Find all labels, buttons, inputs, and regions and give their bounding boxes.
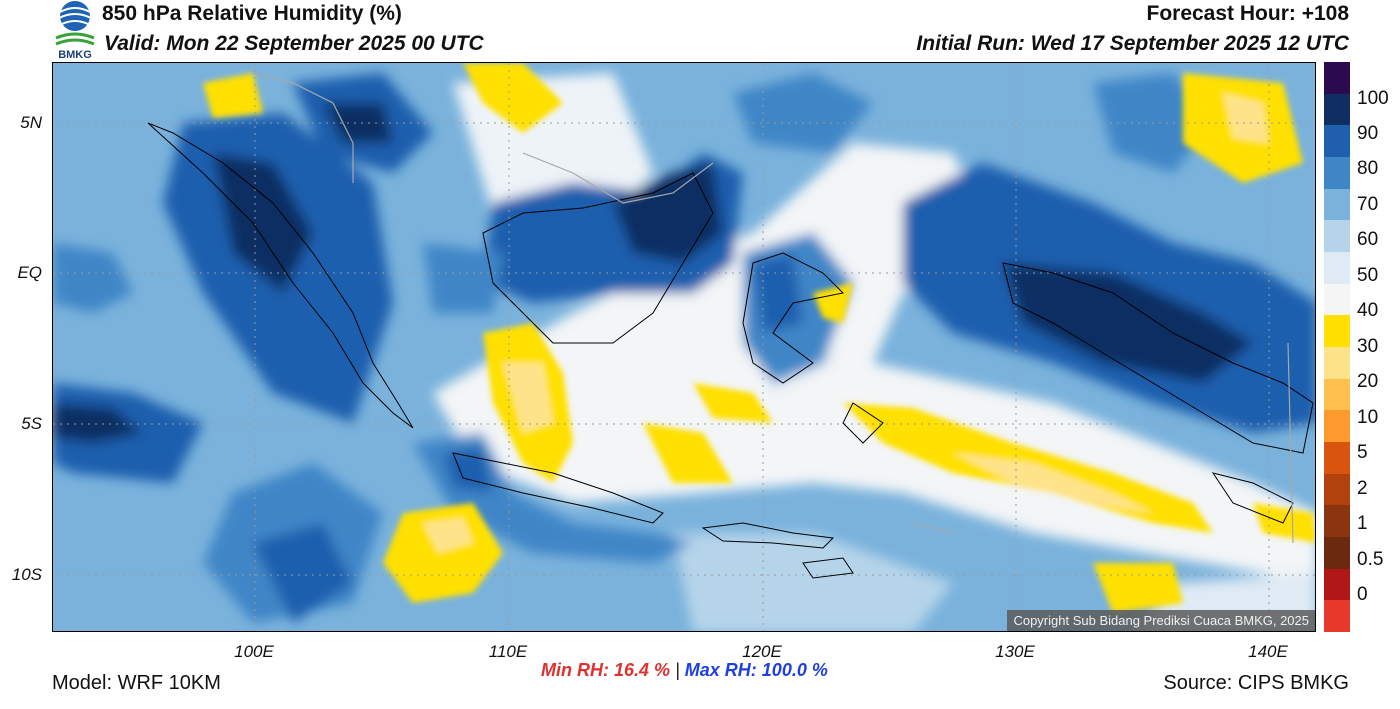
colorbar-label: 2: [1357, 478, 1368, 499]
colorbar-swatch: [1324, 568, 1350, 601]
lon-label-140e: 140E: [1248, 642, 1288, 661]
colorbar-label: 20: [1357, 371, 1379, 392]
colorbar-label: 0.5: [1357, 549, 1384, 570]
max-rh-value: 100.0 %: [761, 660, 828, 680]
colorbar-swatch: [1324, 410, 1350, 442]
lon-label-110e: 110E: [488, 642, 528, 661]
colorbar-swatch: [1324, 188, 1350, 221]
colorbar-label: 100: [1357, 88, 1389, 109]
initial-run: Initial Run: Wed 17 September 2025 12 UT…: [916, 32, 1349, 55]
lat-label-10s: 10S: [11, 565, 42, 584]
colorbar-label: 50: [1357, 265, 1379, 286]
colorbar-swatch: [1324, 62, 1350, 94]
colorbar-label: 40: [1357, 300, 1379, 321]
min-rh-label: Min RH:: [541, 660, 609, 680]
colorbar-swatch: [1324, 473, 1350, 506]
rh-stats: Min RH: 16.4 % | Max RH: 100.0 %: [541, 660, 828, 681]
lat-label-eq: EQ: [17, 263, 42, 282]
lon-label-120e: 120E: [742, 642, 782, 661]
colorbar-swatch: [1324, 536, 1350, 569]
colorbar-swatch: [1324, 378, 1350, 411]
bmkg-logo: BMKG: [50, 0, 100, 61]
colorbar-label: 0: [1357, 584, 1368, 605]
humidity-field: [53, 63, 1315, 631]
lat-label-5n: 5N: [20, 113, 42, 132]
copyright-notice: Copyright Sub Bidang Prediksi Cuaca BMKG…: [1007, 610, 1315, 631]
colorbar-label: 70: [1357, 194, 1379, 215]
colorbar-swatch: [1324, 251, 1350, 284]
colorbar-swatch: [1324, 156, 1350, 189]
colorbar-label: 80: [1357, 158, 1379, 179]
stats-separator: |: [675, 660, 680, 680]
colorbar-label: 1: [1357, 513, 1368, 534]
colorbar-swatch: [1324, 441, 1350, 474]
max-rh-label: Max RH:: [684, 660, 757, 680]
colorbar-label: 90: [1357, 123, 1379, 144]
colorbar-swatch: [1324, 346, 1350, 379]
colorbar-label: 10: [1357, 407, 1379, 428]
logo-text: BMKG: [58, 49, 92, 60]
colorbar-swatch: [1324, 93, 1350, 126]
colorbar-swatch: [1324, 220, 1350, 252]
lat-label-5s: 5S: [21, 414, 42, 433]
colorbar-swatch: [1324, 505, 1350, 537]
model-name: Model: WRF 10KM: [52, 672, 221, 694]
colorbar-swatch: [1324, 315, 1350, 347]
valid-time: Valid: Mon 22 September 2025 00 UTC: [104, 32, 484, 55]
humidity-map: Copyright Sub Bidang Prediksi Cuaca BMKG…: [52, 62, 1316, 632]
colorbar-swatch: [1324, 283, 1350, 316]
colorbar-swatch: [1324, 600, 1350, 632]
colorbar: [1324, 62, 1350, 632]
lon-label-130e: 130E: [995, 642, 1035, 661]
map-title: 850 hPa Relative Humidity (%): [102, 2, 402, 25]
forecast-hour: Forecast Hour: +108: [1146, 2, 1350, 25]
lon-label-100e: 100E: [234, 642, 274, 661]
colorbar-label: 5: [1357, 442, 1368, 463]
colorbar-swatch: [1324, 125, 1350, 157]
colorbar-label: 60: [1357, 229, 1379, 250]
source-name: Source: CIPS BMKG: [1163, 672, 1349, 694]
min-rh-value: 16.4 %: [614, 660, 671, 680]
colorbar-label: 30: [1357, 336, 1379, 357]
